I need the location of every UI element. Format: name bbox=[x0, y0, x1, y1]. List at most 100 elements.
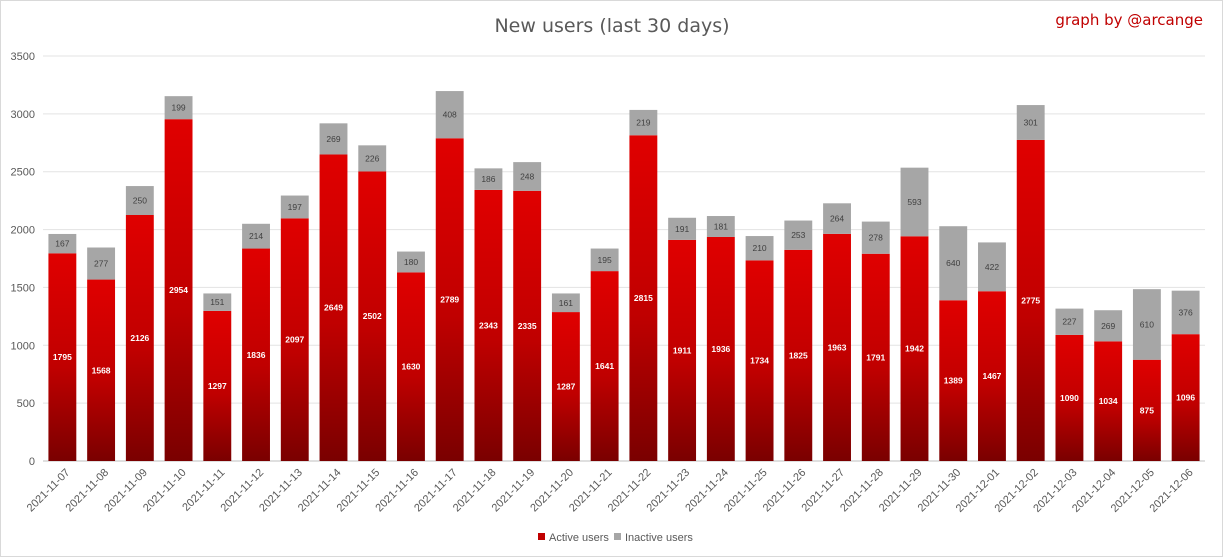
bar-inactive-users bbox=[551, 293, 580, 313]
y-axis-ticks: 0 500 1000 1500 2000 2500 3000 3500 bbox=[11, 51, 35, 468]
bar-inactive-users bbox=[397, 251, 425, 273]
data-label-inactive: 151 bbox=[210, 297, 224, 307]
bar-inactive-users bbox=[1171, 290, 1200, 335]
y-tick-label: 0 bbox=[29, 456, 35, 468]
data-label-active: 1630 bbox=[402, 362, 421, 372]
bar-active-users bbox=[1132, 359, 1161, 461]
data-label-active: 1936 bbox=[711, 344, 730, 354]
bar-active-users bbox=[203, 310, 232, 461]
bar-inactive-users bbox=[590, 248, 619, 272]
data-label-inactive: 214 bbox=[249, 231, 263, 241]
bar-active-users bbox=[1055, 334, 1084, 461]
bar-inactive-users bbox=[242, 223, 270, 249]
data-label-active: 1791 bbox=[866, 352, 885, 362]
y-tick-label: 1000 bbox=[11, 340, 35, 352]
data-label-inactive: 408 bbox=[443, 110, 457, 120]
bar-inactive-users bbox=[319, 123, 348, 155]
bar-inactive-users bbox=[784, 220, 813, 250]
bar-inactive-users bbox=[1055, 308, 1084, 335]
data-label-active: 1287 bbox=[556, 382, 575, 392]
data-label-active: 2815 bbox=[634, 293, 653, 303]
legend-swatch-active bbox=[538, 533, 545, 540]
data-label-inactive: 219 bbox=[636, 118, 650, 128]
data-label-active: 2502 bbox=[363, 311, 382, 321]
data-label-inactive: 197 bbox=[288, 202, 302, 212]
y-tick-label: 3500 bbox=[11, 51, 35, 63]
chart-title: New users (last 30 days) bbox=[494, 15, 729, 37]
bars: 1795 167 1568 277 2126 250 2954 199 1297 151 1836 2… bbox=[48, 91, 1200, 462]
data-label-inactive: 191 bbox=[675, 224, 689, 234]
data-label-inactive: 269 bbox=[326, 134, 340, 144]
data-label-inactive: 199 bbox=[171, 103, 185, 113]
bar-inactive-users bbox=[358, 145, 387, 172]
bar-active-users bbox=[474, 189, 503, 462]
data-label-active: 2649 bbox=[324, 303, 343, 313]
y-tick-label: 500 bbox=[17, 398, 35, 410]
bar-inactive-users bbox=[48, 233, 77, 254]
legend-label-inactive: Inactive users bbox=[625, 532, 693, 544]
bar-active-users bbox=[280, 218, 309, 461]
data-label-active: 2789 bbox=[440, 295, 459, 305]
data-label-active: 1467 bbox=[983, 371, 1002, 381]
data-label-inactive: 167 bbox=[55, 239, 69, 249]
data-label-active: 875 bbox=[1140, 405, 1154, 415]
bar-active-users bbox=[1171, 334, 1200, 461]
data-label-active: 1096 bbox=[1176, 393, 1195, 403]
data-label-inactive: 248 bbox=[520, 171, 534, 181]
data-label-inactive: 376 bbox=[1179, 307, 1193, 317]
legend: Active users Inactive users bbox=[538, 532, 693, 544]
bar-inactive-users bbox=[125, 186, 154, 215]
data-label-active: 1641 bbox=[595, 361, 614, 371]
bar-inactive-users bbox=[1132, 289, 1161, 360]
bar-inactive-users bbox=[900, 167, 929, 237]
data-label-inactive: 269 bbox=[1101, 321, 1115, 331]
data-label-inactive: 181 bbox=[714, 222, 728, 232]
data-label-inactive: 250 bbox=[133, 196, 147, 206]
data-label-inactive: 253 bbox=[791, 230, 805, 240]
bar-active-users bbox=[435, 138, 464, 461]
data-label-inactive: 195 bbox=[598, 255, 612, 265]
data-label-active: 2097 bbox=[285, 335, 304, 345]
data-label-inactive: 640 bbox=[946, 258, 960, 268]
bar-active-users bbox=[706, 236, 735, 461]
bar-active-users bbox=[319, 154, 348, 462]
bar-active-users bbox=[590, 271, 619, 461]
legend-swatch-inactive bbox=[614, 533, 621, 540]
bar-active-users bbox=[397, 272, 425, 461]
data-label-inactive: 210 bbox=[752, 243, 766, 253]
data-label-active: 1963 bbox=[828, 342, 847, 352]
y-tick-label: 2500 bbox=[11, 167, 35, 179]
bar-active-users bbox=[668, 239, 697, 461]
data-label-active: 1090 bbox=[1060, 393, 1079, 403]
data-label-inactive: 277 bbox=[94, 259, 108, 269]
data-label-active: 1911 bbox=[673, 345, 692, 355]
bar-inactive-users bbox=[474, 168, 503, 190]
data-label-inactive: 161 bbox=[559, 298, 573, 308]
bar-inactive-users bbox=[1016, 105, 1045, 140]
data-label-active: 2775 bbox=[1021, 295, 1040, 305]
bar-active-users bbox=[164, 119, 193, 462]
data-label-inactive: 301 bbox=[1024, 117, 1038, 127]
bar-active-users bbox=[978, 291, 1006, 461]
bar-inactive-users bbox=[745, 236, 774, 261]
data-label-inactive: 226 bbox=[365, 153, 379, 163]
bar-inactive-users bbox=[861, 221, 890, 254]
bar-inactive-users bbox=[978, 242, 1006, 292]
bar-active-users bbox=[629, 135, 658, 461]
data-label-active: 2335 bbox=[518, 321, 537, 331]
data-label-inactive: 264 bbox=[830, 214, 844, 224]
bar-inactive-users bbox=[668, 217, 697, 240]
bar-inactive-users bbox=[280, 195, 309, 219]
data-label-active: 1825 bbox=[789, 350, 808, 360]
data-label-inactive: 610 bbox=[1140, 319, 1154, 329]
bar-inactive-users bbox=[203, 293, 232, 311]
data-label-inactive: 227 bbox=[1062, 317, 1076, 327]
bar-active-users bbox=[48, 253, 77, 461]
chart-credit: graph by @arcange bbox=[1055, 11, 1203, 29]
bar-inactive-users bbox=[513, 162, 542, 191]
legend-label-active: Active users bbox=[549, 532, 609, 544]
bar-active-users bbox=[87, 279, 116, 461]
bar-active-users bbox=[784, 249, 813, 461]
